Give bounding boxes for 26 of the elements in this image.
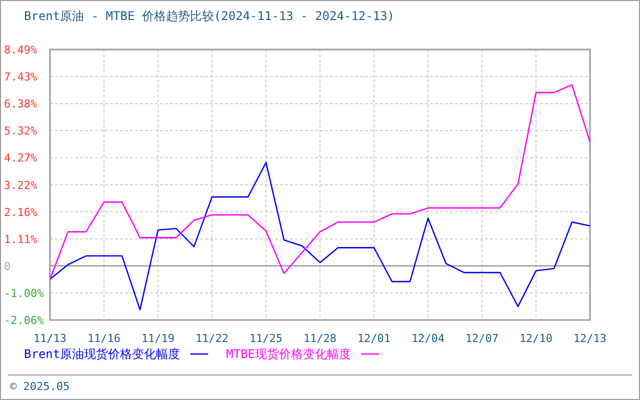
x-tick-label: 12/13: [573, 332, 607, 345]
x-tick-label: 11/22: [195, 332, 229, 345]
y-tick-label: -1.00%: [4, 286, 44, 300]
x-tick-label: 12/01: [357, 332, 391, 345]
y-tick-label: 7.43%: [4, 70, 38, 84]
y-tick-label: 2.16%: [4, 206, 38, 219]
x-tick-label: 12/07: [465, 332, 499, 345]
legend-label: MTBE现货价格变化幅度: [226, 347, 352, 361]
y-tick-label: 6.38%: [4, 98, 38, 111]
legend-label: Brent原油现货价格变化幅度: [24, 347, 180, 361]
text: © 2025.05: [10, 380, 70, 393]
x-tick-label: 12/10: [519, 332, 553, 345]
y-tick-label: 1.11%: [4, 232, 38, 246]
x-tick-label: 11/28: [303, 332, 337, 345]
x-tick-label: 11/25: [249, 332, 283, 345]
x-tick-label: 11/19: [141, 332, 175, 345]
x-tick-label: 11/16: [87, 332, 121, 345]
y-tick-label: 8.49%: [4, 44, 38, 56]
x-tick-label: 11/13: [33, 332, 67, 345]
x-tick-label: 12/04: [411, 332, 445, 345]
y-tick-label: -2.06%: [4, 314, 44, 327]
y-tick-label: 4.27%: [4, 152, 38, 165]
y-tick-label: 3.22%: [4, 178, 38, 192]
y-tick-label: 5.32%: [4, 124, 38, 138]
chart-title: Brent原油 - MTBE 价格趋势比较(2024-11-13 - 2024-12-13): [24, 9, 395, 23]
y-tick-label: 0: [4, 260, 11, 273]
